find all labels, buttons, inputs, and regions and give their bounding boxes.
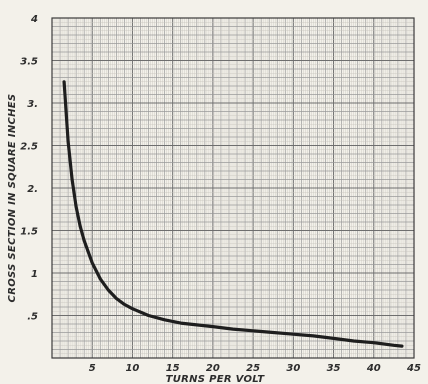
- y-tick-label: 1.5: [20, 227, 38, 238]
- y-tick-label: 3.: [27, 99, 38, 110]
- y-tick-label: .5: [27, 312, 38, 323]
- x-tick-label: 40: [366, 363, 381, 374]
- plot-frame: [51, 17, 415, 359]
- x-tick-label: 25: [246, 363, 260, 374]
- y-tick-label: 2.: [27, 184, 38, 195]
- x-tick-label: 45: [406, 363, 421, 374]
- x-tick-label: 20: [206, 363, 220, 374]
- series-layer: [62, 80, 404, 348]
- y-tick-label: 1: [31, 269, 38, 280]
- y-tick-label: 2.5: [20, 142, 38, 153]
- x-tick-label: 10: [125, 363, 139, 374]
- y-axis-label: CROSS SECTION IN SQUARE INCHES: [7, 94, 18, 303]
- x-tick-label: 5: [89, 363, 96, 374]
- tick-labels: 5 10 15 20 25 30 35 40 45 .5 1 1.5 2. 2.5 3. 3.5 4: [20, 14, 421, 374]
- x-axis-label: TURNS PER VOLT: [166, 374, 266, 384]
- x-tick-label: 30: [286, 363, 300, 374]
- series-line: [62, 80, 404, 348]
- y-tick-label: 4: [30, 14, 38, 25]
- x-tick-label: 35: [327, 363, 341, 374]
- grid: [51, 17, 415, 359]
- x-tick-label: 15: [166, 363, 180, 374]
- y-tick-label: 3.5: [20, 57, 38, 68]
